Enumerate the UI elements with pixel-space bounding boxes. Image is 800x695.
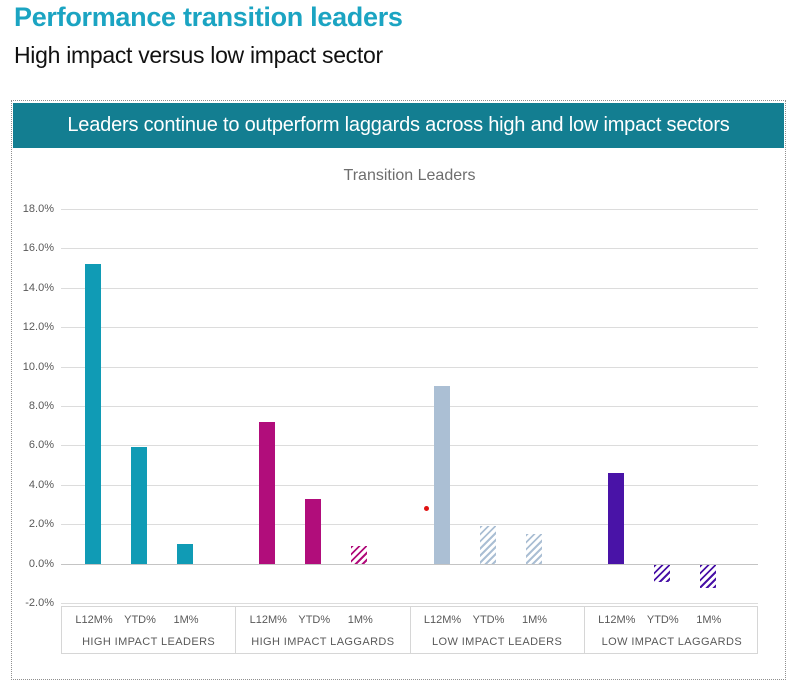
y-axis-tick-label: 2.0% [28, 518, 54, 531]
bar-low-impact-leaders-1m% [525, 534, 542, 564]
bar-high-impact-laggards-ytd% [305, 498, 322, 564]
x-axis-tick-label: YTD% [124, 614, 156, 626]
bar-high-impact-laggards-l12m% [259, 421, 276, 564]
x-axis-group: LOW IMPACT LEADERS L12M% YTD% 1M% [411, 607, 585, 653]
x-axis-group-label: LOW IMPACT LEADERS [431, 636, 563, 648]
gridline [61, 248, 758, 250]
plot-area: 18.0% 16.0% 14.0% 12.0% 10.0% 8.0% 6.0% 4.0% 2.0… [23, 204, 758, 609]
bar-high-impact-leaders-1m% [177, 543, 193, 564]
bar-low-impact-laggards-ytd% [653, 564, 670, 583]
x-axis-tick-label: 1M% [696, 614, 722, 626]
x-axis-group: HIGH IMPACT LEADERS L12M% YTD% 1M% [62, 607, 237, 653]
x-axis-group: LOW IMPACT LAGGARDS L12M% YTD% 1M% [585, 607, 759, 653]
gridline [61, 603, 758, 604]
y-axis-tick-label: -2.0% [25, 597, 54, 609]
bar-high-impact-leaders-l12m% [85, 264, 101, 564]
zero-gridline [61, 563, 758, 565]
x-axis-group-label: HIGH IMPACT LEADERS [82, 636, 216, 648]
gridline [61, 406, 758, 407]
red-marker-point [423, 505, 429, 511]
y-axis-tick-label: 14.0% [22, 281, 54, 294]
x-axis-group: HIGH IMPACT LAGGARDS L12M% YTD% 1M% [236, 607, 411, 653]
x-axis-tick-label: YTD% [472, 614, 505, 626]
y-axis-tick-label: 0.0% [28, 557, 54, 570]
x-axis: HIGH IMPACT LEADERS L12M% YTD% 1M% HIGH IMPA… [61, 606, 758, 654]
bar-high-impact-leaders-ytd% [131, 447, 147, 564]
gridline [61, 209, 758, 210]
x-axis-tick-label: 1M% [521, 614, 548, 626]
x-axis-group-label: HIGH IMPACT LAGGARDS [251, 636, 395, 648]
x-axis-tick-label: L12M% [75, 614, 113, 626]
y-axis-tick-label: 12.0% [22, 321, 54, 334]
chart-title: Transition Leaders [343, 167, 476, 184]
gridline [61, 327, 758, 329]
x-axis-tick-label: L12M% [598, 614, 636, 626]
y-axis-tick-label: 18.0% [22, 203, 54, 215]
bar-low-impact-leaders-l12m% [433, 386, 450, 564]
gridline [61, 445, 758, 447]
banner-text: Leaders continue to outperform laggards … [67, 114, 730, 136]
y-axis-tick-label: 10.0% [22, 360, 54, 373]
report-card: Leaders continue to outperform laggards … [11, 100, 786, 680]
x-axis-tick-label: 1M% [173, 614, 199, 626]
gridline [61, 524, 758, 526]
y-axis-tick-label: 6.0% [28, 439, 54, 452]
y-axis-tick-label: 4.0% [28, 478, 54, 491]
page-title: Performance transition leaders [14, 2, 403, 32]
x-axis-tick-label: YTD% [298, 614, 331, 626]
x-axis-group-label: LOW IMPACT LAGGARDS [601, 636, 743, 648]
banner: Leaders continue to outperform laggards … [13, 103, 784, 148]
bar-low-impact-leaders-ytd% [479, 526, 496, 564]
gridline [61, 366, 758, 368]
bar-low-impact-laggards-1m% [699, 564, 716, 589]
y-axis-tick-label: 16.0% [22, 242, 54, 255]
y-axis-tick-label: 8.0% [28, 400, 54, 412]
x-axis-tick-label: L12M% [249, 614, 287, 626]
x-axis-tick-label: YTD% [646, 614, 679, 626]
bar-low-impact-laggards-l12m% [607, 472, 624, 564]
gridline [61, 484, 758, 486]
bar-high-impact-laggards-1m% [351, 545, 368, 564]
page-subtitle: High impact versus low impact sector [14, 42, 383, 68]
x-axis-tick-label: 1M% [347, 614, 373, 626]
x-axis-tick-label: L12M% [423, 614, 462, 626]
gridline [61, 287, 758, 289]
